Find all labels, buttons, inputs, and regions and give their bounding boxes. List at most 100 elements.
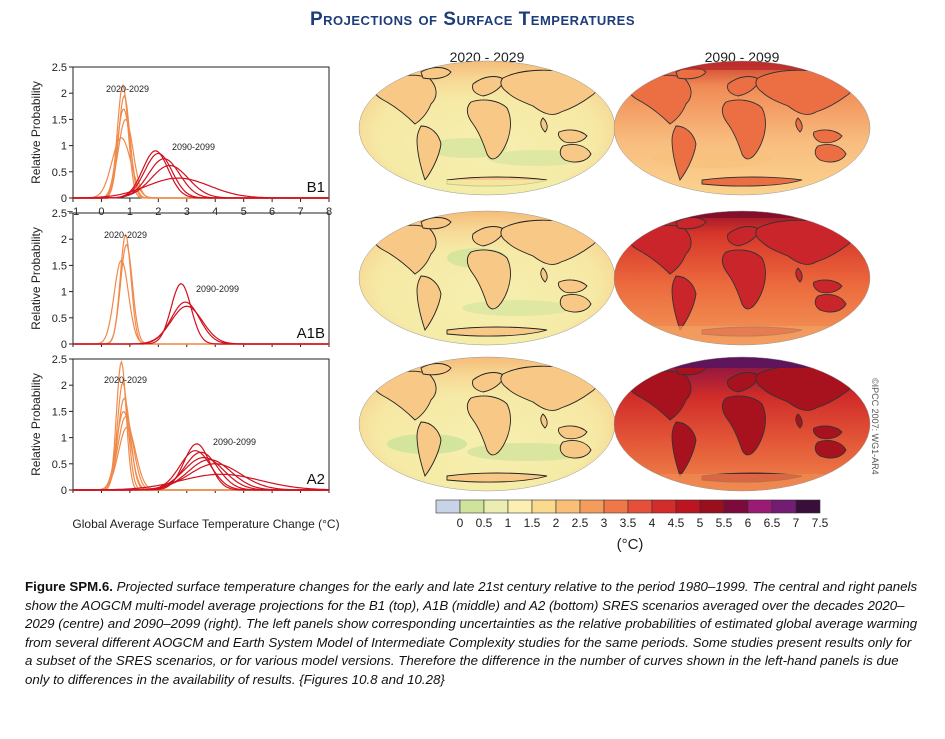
series-line-2020-2029 [73,118,329,199]
colorbar-swatch [603,499,629,514]
colorbar-tick-label: 0 [457,516,464,530]
y-tick-label: 1.5 [52,114,67,126]
chart-panel-a1b: 0 0.5 1 1.5 2 2.5 Relative Probability 2020-202… [29,208,330,351]
colorbar-swatch [771,499,797,514]
colorbar-unit-label: (°C) [617,536,644,553]
annotation-late: 2090-2099 [213,437,256,447]
caption-text: Projected surface temperature changes fo… [25,579,918,687]
chart-panel-a2: 0 0.5 1 1.5 2 2.5 Relative Probability 2020-202… [29,354,330,497]
y-tick-label: 2 [61,88,67,100]
series-line-2090-2099 [73,305,329,345]
y-tick-label: 2 [61,234,67,246]
annotation-early: 2020-2029 [104,230,147,240]
colorbar-tick-label: 0.5 [476,516,493,530]
colorbar-swatch [531,499,557,514]
y-axis-label: Relative Probability [29,373,43,476]
scenario-label: A2 [307,471,325,488]
x-tick-label: 7 [297,206,303,218]
map-a1b-2020-2029 [358,210,616,346]
y-tick-label: 2.5 [52,354,67,366]
x-tick-label: 5 [241,206,247,218]
y-tick-label: 1.5 [52,406,67,418]
colorbar-swatch [747,499,773,514]
colorbar-tick-label: 5.5 [716,516,733,530]
annotation-late: 2090-2099 [172,142,215,152]
x-tick-label: 2 [155,206,161,218]
map-column-early-heading: 2020 - 2029 [450,49,525,65]
y-tick-label: 0 [61,193,67,205]
temperature-colorbar: 0 0.5 1 1.5 2 2.5 3 3.5 4 4.5 5 5.5 6 6.5 7 7.5 [435,499,829,530]
colorbar-tick-label: 5 [697,516,704,530]
y-tick-label: 1 [61,433,67,445]
colorbar-swatch [579,499,605,514]
colorbar-tick-label: 3 [601,516,608,530]
y-tick-label: 0.5 [52,459,67,471]
colorbar-swatch [627,499,653,514]
y-tick-label: 1 [61,141,67,153]
colorbar-swatch [699,499,725,514]
map-a2-2090-2099 [613,356,871,492]
colorbar-swatch [723,499,749,514]
colorbar-swatch [795,499,821,514]
y-tick-label: 2.5 [52,62,67,74]
colorbar-tick-label: 2 [553,516,560,530]
annotation-early: 2020-2029 [106,84,149,94]
y-tick-label: 1.5 [52,260,67,272]
y-tick-label: 0.5 [52,313,67,325]
x-axis-label: Global Average Surface Temperature Chang… [72,517,339,531]
colorbar-tick-label: 4.5 [668,516,685,530]
x-tick-label: −1 [67,206,80,218]
y-axis-label: Relative Probability [29,81,43,184]
colorbar-swatch [483,499,509,514]
x-tick-label: 4 [212,206,218,218]
colorbar-swatch [555,499,581,514]
colorbar-tick-label: 6.5 [764,516,781,530]
colorbar-swatch [459,499,485,514]
scenario-label: A1B [297,325,325,342]
series-line-2090-2099 [73,301,329,345]
colorbar-tick-label: 3.5 [620,516,637,530]
map-column-late-heading: 2090 - 2099 [705,49,780,65]
colorbar-tick-label: 2.5 [572,516,589,530]
colorbar-tick-label: 7 [793,516,800,530]
x-tick-label: 0 [98,206,104,218]
y-tick-label: 2 [61,380,67,392]
map-b1-2020-2029 [358,60,616,196]
colorbar-swatch [435,499,461,514]
scenario-label: B1 [307,179,325,196]
x-tick-label: 6 [269,206,275,218]
colorbar-swatch [675,499,701,514]
figure-title: Projections of Surface Temperatures [309,9,635,30]
y-tick-label: 0 [61,485,67,497]
figure-caption: Figure SPM.6. Projected surface temperat… [25,578,920,690]
copyright-note: ©IPCC 2007: WG1-AR4 [870,378,880,475]
map-a2-2020-2029 [358,356,616,492]
y-axis-label: Relative Probability [29,227,43,330]
series-line-2020-2029 [73,259,329,345]
y-tick-label: 0 [61,339,67,351]
colorbar-tick-label: 7.5 [812,516,829,530]
y-tick-label: 0.5 [52,167,67,179]
series-line-2090-2099 [73,473,329,491]
series-line-2090-2099 [73,177,329,199]
colorbar-tick-label: 6 [745,516,752,530]
annotation-early: 2020-2029 [104,375,147,385]
x-tick-label: 1 [127,206,133,218]
map-a1b-2090-2099 [613,210,871,346]
x-tick-label: 8 [326,206,332,218]
colorbar-tick-label: 1.5 [524,516,541,530]
y-tick-label: 2.5 [52,208,67,220]
colorbar-swatch [651,499,677,514]
colorbar-swatch [507,499,533,514]
caption-label: Figure SPM.6. [25,579,113,594]
series-line-2020-2029 [73,243,329,345]
colorbar-tick-label: 4 [649,516,656,530]
x-tick-label: 3 [184,206,190,218]
colorbar-tick-label: 1 [505,516,512,530]
annotation-late: 2090-2099 [196,284,239,294]
y-tick-label: 1 [61,287,67,299]
map-b1-2090-2099 [613,60,871,196]
